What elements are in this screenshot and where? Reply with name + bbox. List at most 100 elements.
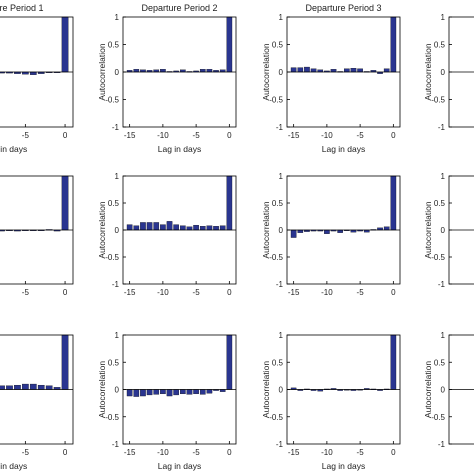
x-tick-label: -15 xyxy=(124,448,136,457)
bar xyxy=(160,389,166,395)
bar xyxy=(383,68,390,73)
y-tick-label: -1 xyxy=(276,123,284,132)
bar xyxy=(166,389,173,397)
bar xyxy=(390,334,397,390)
x-tick-label: 0 xyxy=(63,288,68,297)
bar xyxy=(357,68,363,73)
y-tick-label: 1 xyxy=(115,13,120,22)
y-tick-label: 0.5 xyxy=(272,358,284,367)
panel-3: -1 -0.5 0 0.5 1 -15 -10 -5 0 Departure Period 3 La… xyxy=(261,3,401,154)
bar xyxy=(199,69,206,73)
bar xyxy=(133,225,140,231)
y-tick-label: 0.5 xyxy=(272,199,284,208)
bar xyxy=(133,69,140,73)
panel-5: -5 0 xyxy=(0,175,74,297)
bar xyxy=(0,385,5,390)
panel-title: Departure Period 2 xyxy=(141,3,217,13)
y-tick-label: -1 xyxy=(112,440,120,449)
y-tick-label: 0.5 xyxy=(434,199,446,208)
bar xyxy=(310,68,317,73)
x-tick-label: -5 xyxy=(193,288,201,297)
y-tick-label: 1 xyxy=(279,172,284,181)
y-tick-label: 1 xyxy=(441,172,446,181)
bar xyxy=(337,229,343,233)
bar xyxy=(37,384,45,390)
y-tick-label: -0.5 xyxy=(105,413,119,422)
x-tick-label: -15 xyxy=(124,131,136,140)
y-tick-label: 0.5 xyxy=(108,358,120,367)
y-tick-label: 0.5 xyxy=(434,41,446,50)
bar xyxy=(173,389,179,396)
bar xyxy=(390,175,397,231)
bar xyxy=(324,229,330,234)
axes-frame xyxy=(0,175,74,285)
x-tick-label: 0 xyxy=(227,288,232,297)
bar xyxy=(146,222,153,231)
bar xyxy=(206,389,213,394)
bar xyxy=(193,224,199,231)
bar xyxy=(61,334,69,390)
y-axis-label: Autocorrelation xyxy=(423,201,433,258)
bar xyxy=(297,67,304,73)
x-tick-label: -5 xyxy=(193,448,201,457)
y-tick-label: 0.5 xyxy=(272,41,284,50)
y-tick-label: -0.5 xyxy=(269,413,283,422)
x-tick-label: -15 xyxy=(288,448,300,457)
x-tick-label: 0 xyxy=(391,288,396,297)
bar xyxy=(180,225,186,231)
bar xyxy=(22,383,29,390)
y-tick-label: 0 xyxy=(279,68,284,77)
y-tick-label: -1 xyxy=(276,440,284,449)
panel-4: -1 -0.5 0 0.5 1 Autocorrelation xyxy=(423,13,474,132)
y-tick-label: 0.5 xyxy=(108,199,120,208)
bar xyxy=(226,16,233,73)
bar xyxy=(140,222,146,231)
y-tick-label: -0.5 xyxy=(431,96,445,105)
x-tick-label: -15 xyxy=(288,131,300,140)
y-tick-label: 1 xyxy=(279,13,284,22)
y-tick-label: 0 xyxy=(441,226,446,235)
x-tick-label: -10 xyxy=(321,288,333,297)
bar xyxy=(186,389,193,395)
bar xyxy=(186,226,193,231)
y-tick-label: 1 xyxy=(279,331,284,340)
bar xyxy=(166,221,173,231)
y-axis-label: Autocorrelation xyxy=(97,361,107,418)
bar xyxy=(199,389,206,395)
bar xyxy=(297,229,304,233)
x-tick-label: 0 xyxy=(63,131,68,140)
bar xyxy=(206,69,213,73)
y-tick-label: -1 xyxy=(112,280,120,289)
bar xyxy=(193,389,199,395)
y-tick-label: -1 xyxy=(276,280,284,289)
x-axis-label: Lag in days xyxy=(158,461,201,471)
y-tick-label: -1 xyxy=(438,123,446,132)
bar xyxy=(219,225,226,231)
y-tick-label: -0.5 xyxy=(431,413,445,422)
y-tick-label: 0 xyxy=(115,68,120,77)
x-tick-label: -5 xyxy=(357,131,365,140)
x-tick-label: -10 xyxy=(157,448,169,457)
bar xyxy=(173,224,179,231)
bar xyxy=(126,224,133,231)
y-tick-label: 1 xyxy=(115,331,120,340)
x-tick-label: -5 xyxy=(357,448,365,457)
panel-7: -1 -0.5 0 0.5 1 -15 -10 -5 0 Autocorrelation xyxy=(261,172,401,297)
y-tick-label: 0 xyxy=(279,226,284,235)
x-tick-label: 0 xyxy=(227,448,232,457)
bar xyxy=(226,334,233,390)
y-tick-label: -0.5 xyxy=(269,253,283,262)
bar xyxy=(330,69,337,73)
x-tick-label: 0 xyxy=(391,448,396,457)
bar xyxy=(29,383,37,390)
panel-11: -1 -0.5 0 0.5 1 -15 -10 -5 0 Lag in days Autocorre… xyxy=(261,331,401,471)
x-tick-label: -5 xyxy=(22,131,30,140)
panel-2: -1 -0.5 0 0.5 1 -15 -10 -5 0 Departure Period 2 La… xyxy=(97,3,237,154)
x-tick-label: -15 xyxy=(288,288,300,297)
bar xyxy=(153,389,160,395)
x-axis-label: Lag in days xyxy=(0,461,27,471)
x-tick-label: -10 xyxy=(321,448,333,457)
bar xyxy=(390,16,397,73)
y-axis-label: Autocorrelation xyxy=(261,361,271,418)
